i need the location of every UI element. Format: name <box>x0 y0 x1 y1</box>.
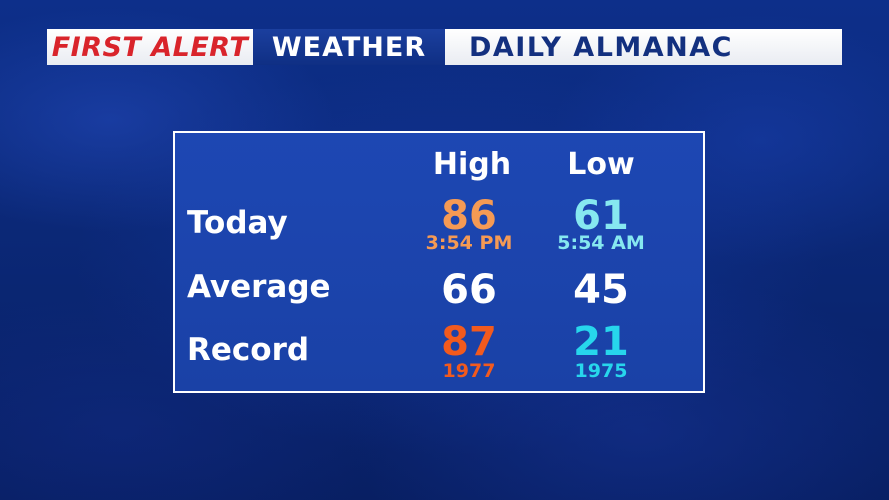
average-low-value: 45 <box>573 267 629 313</box>
weather-label: WEATHER <box>271 31 427 63</box>
average-row-label: Average <box>187 269 331 305</box>
record-row-label: Record <box>187 332 310 368</box>
average-high-value: 66 <box>441 267 497 313</box>
today-low-time: 5:54 AM <box>557 232 645 254</box>
first-alert-logo: FIRST ALERT <box>47 29 253 65</box>
page-title: DAILY ALMANAC <box>469 31 733 63</box>
almanac-panel: High Low Today 86 3:54 PM 61 5:54 AM Ave… <box>173 131 705 393</box>
record-high-value: 87 <box>441 319 497 365</box>
first-alert-text: FIRST ALERT <box>51 31 249 63</box>
title-box: DAILY ALMANAC <box>445 29 842 65</box>
today-high-time: 3:54 PM <box>425 232 513 254</box>
record-high-year: 1977 <box>442 360 496 382</box>
today-row-label: Today <box>187 205 288 241</box>
record-low-year: 1975 <box>574 360 628 382</box>
today-high-value: 86 <box>441 193 497 239</box>
low-column-header: Low <box>567 147 635 182</box>
record-low-value: 21 <box>573 319 629 365</box>
weather-label-box: WEATHER <box>253 29 445 65</box>
high-column-header: High <box>432 147 512 182</box>
today-low-value: 61 <box>573 193 629 239</box>
